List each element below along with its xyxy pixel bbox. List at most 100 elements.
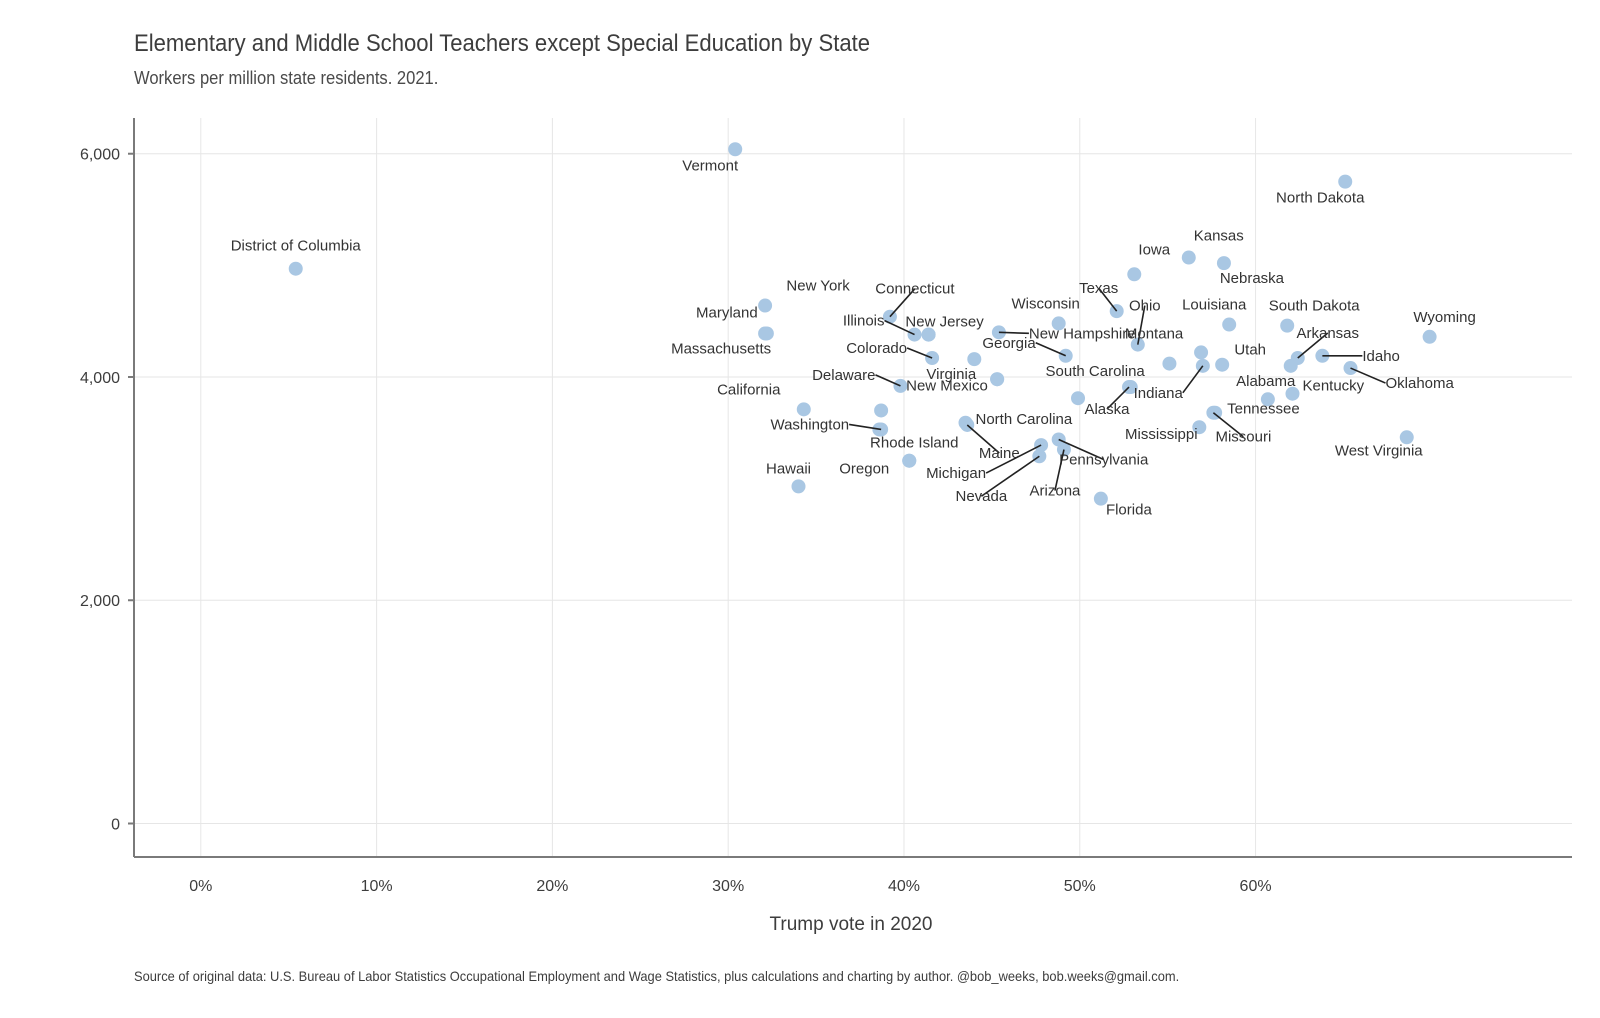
point-label: Missouri xyxy=(1215,429,1271,446)
point-label: Wisconsin xyxy=(1012,295,1080,312)
data-point xyxy=(1051,316,1066,331)
point-label: Colorado xyxy=(846,340,907,357)
data-point xyxy=(1222,317,1237,332)
data-point xyxy=(1260,392,1275,407)
point-label: Hawaii xyxy=(766,460,811,477)
data-point xyxy=(1338,174,1353,189)
data-point xyxy=(1399,430,1414,445)
point-label: Rhode Island xyxy=(870,435,958,452)
label-leader-line xyxy=(1350,367,1386,384)
label-leader-line xyxy=(1058,438,1105,461)
point-label: Georgia xyxy=(982,335,1036,352)
label-leader-line xyxy=(1098,287,1118,312)
data-point xyxy=(1283,358,1298,373)
data-point xyxy=(1071,391,1086,406)
point-label: Illinois xyxy=(843,313,885,330)
point-label: Michigan xyxy=(926,465,986,482)
x-tick-label: 10% xyxy=(361,878,393,895)
data-point xyxy=(1127,267,1142,282)
point-label: Wyoming xyxy=(1413,309,1475,326)
chart-title: Elementary and Middle School Teachers ex… xyxy=(134,30,871,57)
point-label: Ohio xyxy=(1129,298,1161,315)
point-label: Alabama xyxy=(1236,373,1296,390)
data-point xyxy=(1285,386,1300,401)
point-label: New Jersey xyxy=(905,314,984,331)
point-label: Pennsylvania xyxy=(1059,451,1149,468)
x-tick-label: 60% xyxy=(1240,878,1272,895)
label-leader-line xyxy=(1182,365,1204,394)
label-leader-line xyxy=(884,319,915,336)
point-label: Nevada xyxy=(955,488,1007,505)
y-tick-label: 4,000 xyxy=(80,370,120,387)
point-label: Tennessee xyxy=(1227,401,1300,418)
point-label: Indiana xyxy=(1134,385,1184,402)
chart-subtitle: Workers per million state residents. 202… xyxy=(134,68,439,88)
point-label: Oregon xyxy=(839,461,889,478)
data-point xyxy=(874,403,889,418)
data-point xyxy=(1422,329,1437,344)
data-point xyxy=(1280,318,1295,333)
x-tick-label: 30% xyxy=(712,878,744,895)
point-label: Texas xyxy=(1079,280,1118,297)
point-label: Nebraska xyxy=(1220,270,1285,287)
point-label: New Mexico xyxy=(906,377,988,394)
data-point xyxy=(902,453,917,468)
point-label: Kentucky xyxy=(1302,378,1364,395)
x-tick-label: 50% xyxy=(1064,878,1096,895)
point-label: Washington xyxy=(770,416,849,433)
point-label: Maine xyxy=(979,445,1020,462)
data-point xyxy=(791,479,806,494)
data-point xyxy=(288,261,303,276)
point-label: Montana xyxy=(1125,325,1184,342)
label-layer: District of Columbia Vermont North Dakota I… xyxy=(231,157,1476,518)
point-label: Massachusetts xyxy=(671,340,771,357)
point-label: Florida xyxy=(1106,502,1153,519)
data-point xyxy=(1181,250,1196,265)
data-point xyxy=(1194,345,1209,360)
y-tick-label: 6,000 xyxy=(80,147,120,164)
label-leader-line xyxy=(1136,305,1146,345)
data-point xyxy=(1093,491,1108,506)
point-label: Vermont xyxy=(682,157,739,174)
label-leader-line xyxy=(980,455,1040,497)
axis-layer: 0% 10% 20% 30% 40% 50% 60% 0 2,000 4,000 6,000 xyxy=(80,118,1572,895)
data-point xyxy=(758,326,773,341)
data-point xyxy=(1162,356,1177,371)
point-label: Mississippi xyxy=(1125,426,1198,443)
label-leader-line xyxy=(1212,412,1244,438)
label-leader-line xyxy=(1035,342,1067,357)
grid-layer xyxy=(134,118,1572,857)
point-label: South Dakota xyxy=(1269,298,1361,315)
data-point xyxy=(796,402,811,417)
point-label: New York xyxy=(786,278,850,295)
data-point xyxy=(1216,256,1231,271)
point-label: North Dakota xyxy=(1276,190,1365,207)
label-leader-line xyxy=(966,424,1000,454)
point-label: Arizona xyxy=(1030,483,1082,500)
label-leader-line xyxy=(1106,386,1130,410)
point-label: Oklahoma xyxy=(1385,375,1454,392)
point-label: District of Columbia xyxy=(231,238,362,255)
point-label: Delaware xyxy=(812,367,875,384)
point-label: Iowa xyxy=(1138,241,1170,258)
label-leader-line xyxy=(849,423,882,431)
point-label: New Hampshire xyxy=(1029,325,1136,342)
data-point xyxy=(758,298,773,313)
y-tick-label: 2,000 xyxy=(80,593,120,610)
point-label: North Carolina xyxy=(976,411,1073,428)
data-point xyxy=(990,372,1005,387)
label-leader-line xyxy=(1297,332,1329,359)
label-leader-line xyxy=(985,444,1042,474)
x-tick-label: 0% xyxy=(189,878,212,895)
point-label: Maryland xyxy=(696,304,758,321)
label-leader-line xyxy=(998,331,1029,335)
point-label: Alaska xyxy=(1084,401,1130,418)
data-point xyxy=(1192,420,1207,435)
point-label: Idaho xyxy=(1362,348,1400,365)
point-label: Kansas xyxy=(1194,228,1244,245)
source-caption: Source of original data: U.S. Bureau of … xyxy=(134,968,1180,984)
label-leader-line xyxy=(889,288,916,318)
x-tick-label: 40% xyxy=(888,878,920,895)
x-axis-label: Trump vote in 2020 xyxy=(770,914,933,935)
